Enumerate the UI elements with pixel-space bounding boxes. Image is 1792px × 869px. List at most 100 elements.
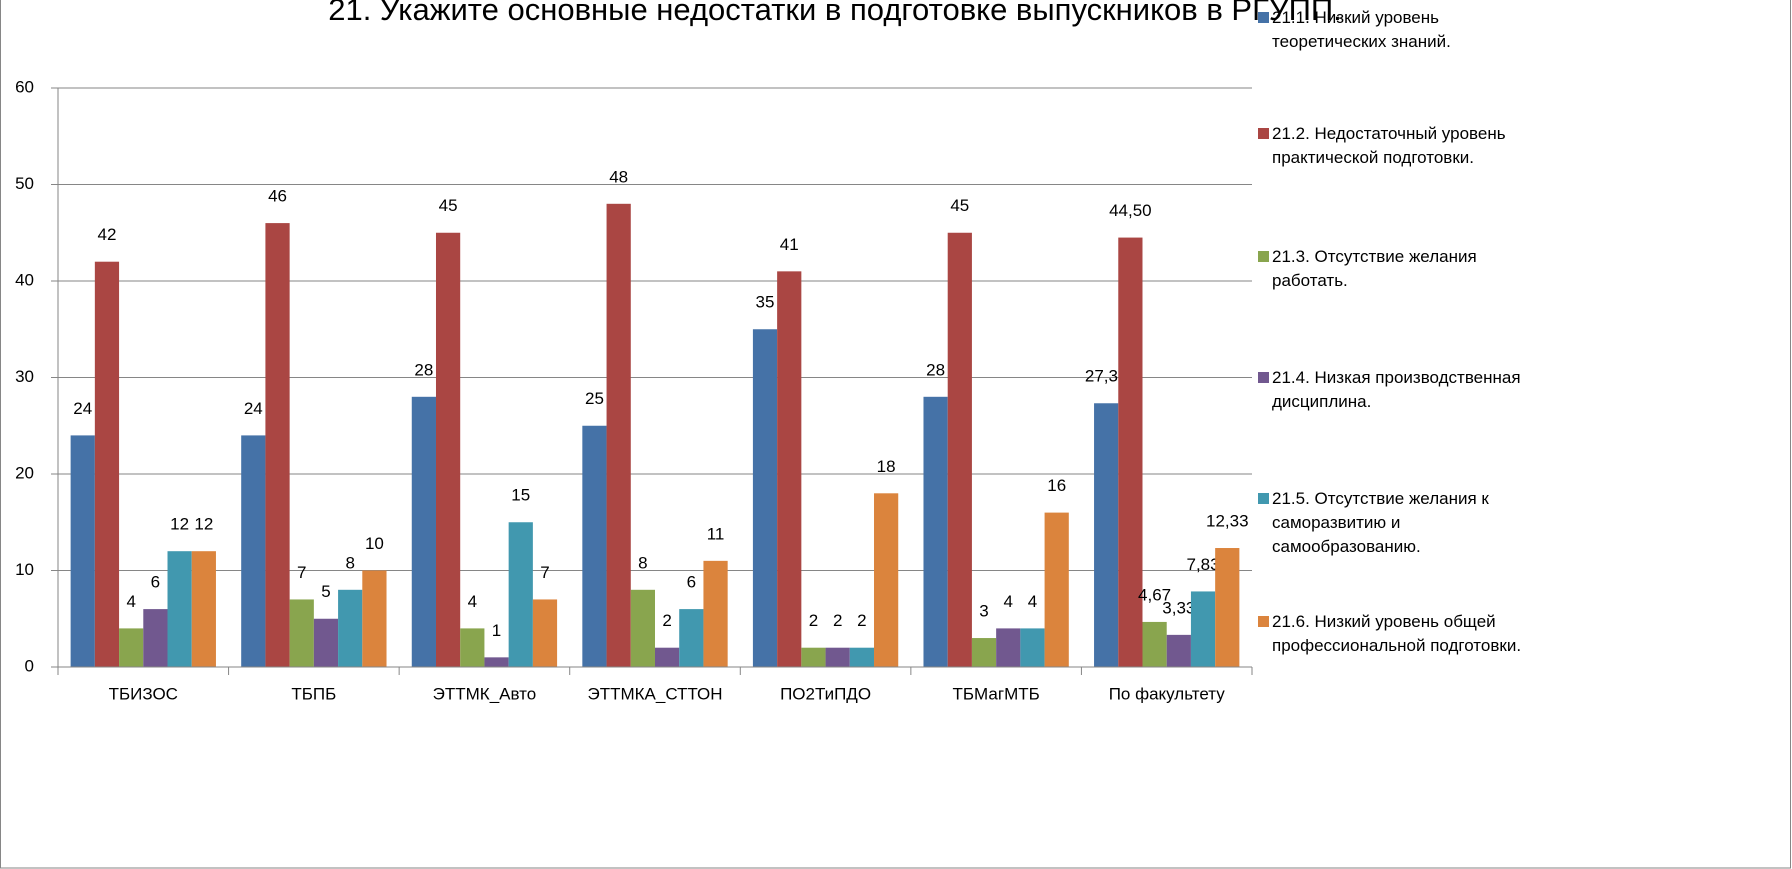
y-tick-label: 40 bbox=[15, 270, 34, 289]
data-label: 8 bbox=[638, 553, 647, 572]
data-label: 6 bbox=[151, 573, 160, 592]
bar bbox=[703, 560, 728, 667]
legend-swatch bbox=[1258, 128, 1269, 139]
bar bbox=[849, 647, 875, 667]
data-label: 5 bbox=[321, 582, 330, 601]
bar bbox=[752, 329, 778, 667]
bar bbox=[874, 493, 899, 667]
bar bbox=[996, 628, 1021, 667]
data-label: 35 bbox=[756, 293, 775, 312]
data-label: 28 bbox=[414, 360, 433, 379]
x-tick-label: ЭТТМК_Авто bbox=[433, 684, 537, 703]
y-tick-label: 30 bbox=[15, 367, 34, 386]
legend-swatch bbox=[1258, 12, 1269, 23]
x-tick-label: ПО2ТиПДО bbox=[780, 684, 871, 703]
bar bbox=[1215, 548, 1240, 667]
bar bbox=[1166, 634, 1191, 667]
bar bbox=[289, 599, 314, 667]
bar bbox=[801, 647, 826, 667]
data-label: 48 bbox=[609, 167, 628, 186]
data-label: 18 bbox=[877, 457, 896, 476]
bar bbox=[825, 647, 850, 667]
bar bbox=[265, 223, 290, 667]
bar bbox=[655, 647, 680, 667]
bar bbox=[1190, 591, 1216, 667]
bar bbox=[119, 628, 144, 667]
data-label: 4 bbox=[1028, 592, 1037, 611]
y-tick-label: 60 bbox=[15, 77, 34, 96]
data-label: 16 bbox=[1047, 476, 1066, 495]
y-tick-label: 50 bbox=[15, 174, 34, 193]
data-label: 45 bbox=[950, 196, 969, 215]
bar bbox=[606, 203, 631, 668]
data-label: 7,83 bbox=[1186, 555, 1219, 574]
legend-label: 21.1. Низкий уровень теоретических знани… bbox=[1272, 8, 1451, 51]
legend-item: 21.2. Недостаточный уровень практической… bbox=[1258, 122, 1538, 170]
bar bbox=[1094, 403, 1119, 667]
bar bbox=[167, 551, 192, 667]
data-label: 7 bbox=[540, 563, 549, 582]
legend-item: 21.3. Отсутствие желания работать. bbox=[1258, 245, 1538, 293]
data-label: 2 bbox=[857, 611, 866, 630]
bar bbox=[143, 609, 168, 667]
data-label: 4 bbox=[468, 592, 477, 611]
x-tick-label: ТБМагМТБ bbox=[953, 684, 1040, 703]
data-label: 45 bbox=[439, 196, 458, 215]
chart-title: 21. Укажите основные недостатки в подгот… bbox=[328, 0, 1342, 27]
bar bbox=[1020, 628, 1045, 667]
x-tick-label: ТБИЗОС bbox=[109, 684, 178, 703]
bar bbox=[191, 551, 216, 667]
legend-swatch bbox=[1258, 616, 1269, 627]
bar bbox=[94, 261, 120, 667]
legend-swatch bbox=[1258, 372, 1269, 383]
bar bbox=[484, 657, 509, 667]
bar bbox=[679, 609, 704, 667]
legend-label: 21.3. Отсутствие желания работать. bbox=[1272, 247, 1477, 290]
data-label: 41 bbox=[780, 235, 799, 254]
legend-label: 21.5. Отсутствие желания к саморазвитию … bbox=[1272, 489, 1489, 556]
data-label: 4 bbox=[1004, 592, 1013, 611]
bar bbox=[923, 396, 948, 667]
bar bbox=[947, 232, 972, 667]
bar bbox=[630, 589, 655, 667]
data-label: 15 bbox=[511, 486, 530, 505]
data-label: 10 bbox=[365, 534, 384, 553]
y-tick-label: 20 bbox=[15, 463, 34, 482]
bar bbox=[971, 638, 997, 667]
data-label: 11 bbox=[707, 524, 725, 543]
data-label: 12 bbox=[170, 515, 189, 534]
bar bbox=[70, 435, 95, 667]
bar bbox=[777, 271, 802, 667]
x-tick-label: ЭТТМКА_СТТОН bbox=[587, 684, 722, 703]
data-label: 12,33 bbox=[1206, 511, 1249, 530]
x-tick-label: ТБПБ bbox=[291, 684, 336, 703]
bar bbox=[411, 396, 436, 667]
bar bbox=[460, 628, 485, 667]
x-tick-label: По факультету bbox=[1109, 684, 1226, 703]
bar bbox=[338, 589, 363, 667]
data-label: 12 bbox=[194, 515, 213, 534]
legend-swatch bbox=[1258, 493, 1269, 504]
legend-label: 21.4. Низкая производственная дисциплина… bbox=[1272, 368, 1521, 411]
data-label: 6 bbox=[687, 573, 696, 592]
bar bbox=[435, 232, 461, 667]
data-label: 46 bbox=[268, 187, 287, 206]
data-label: 2 bbox=[662, 611, 671, 630]
data-label: 4 bbox=[126, 592, 135, 611]
y-tick-label: 10 bbox=[15, 560, 34, 579]
data-label: 2 bbox=[833, 611, 842, 630]
bar bbox=[313, 618, 339, 667]
legend-label: 21.6. Низкий уровень общей профессиональ… bbox=[1272, 612, 1522, 655]
bar bbox=[532, 599, 558, 667]
legend-label: 21.2. Недостаточный уровень практической… bbox=[1272, 124, 1506, 167]
y-tick-label: 0 bbox=[25, 656, 34, 675]
bar bbox=[1142, 621, 1167, 667]
data-label: 4,67 bbox=[1138, 585, 1171, 604]
legend-item: 21.5. Отсутствие желания к саморазвитию … bbox=[1258, 487, 1538, 559]
data-label: 3,33 bbox=[1162, 598, 1195, 617]
bar bbox=[241, 435, 266, 667]
data-label: 25 bbox=[585, 389, 604, 408]
